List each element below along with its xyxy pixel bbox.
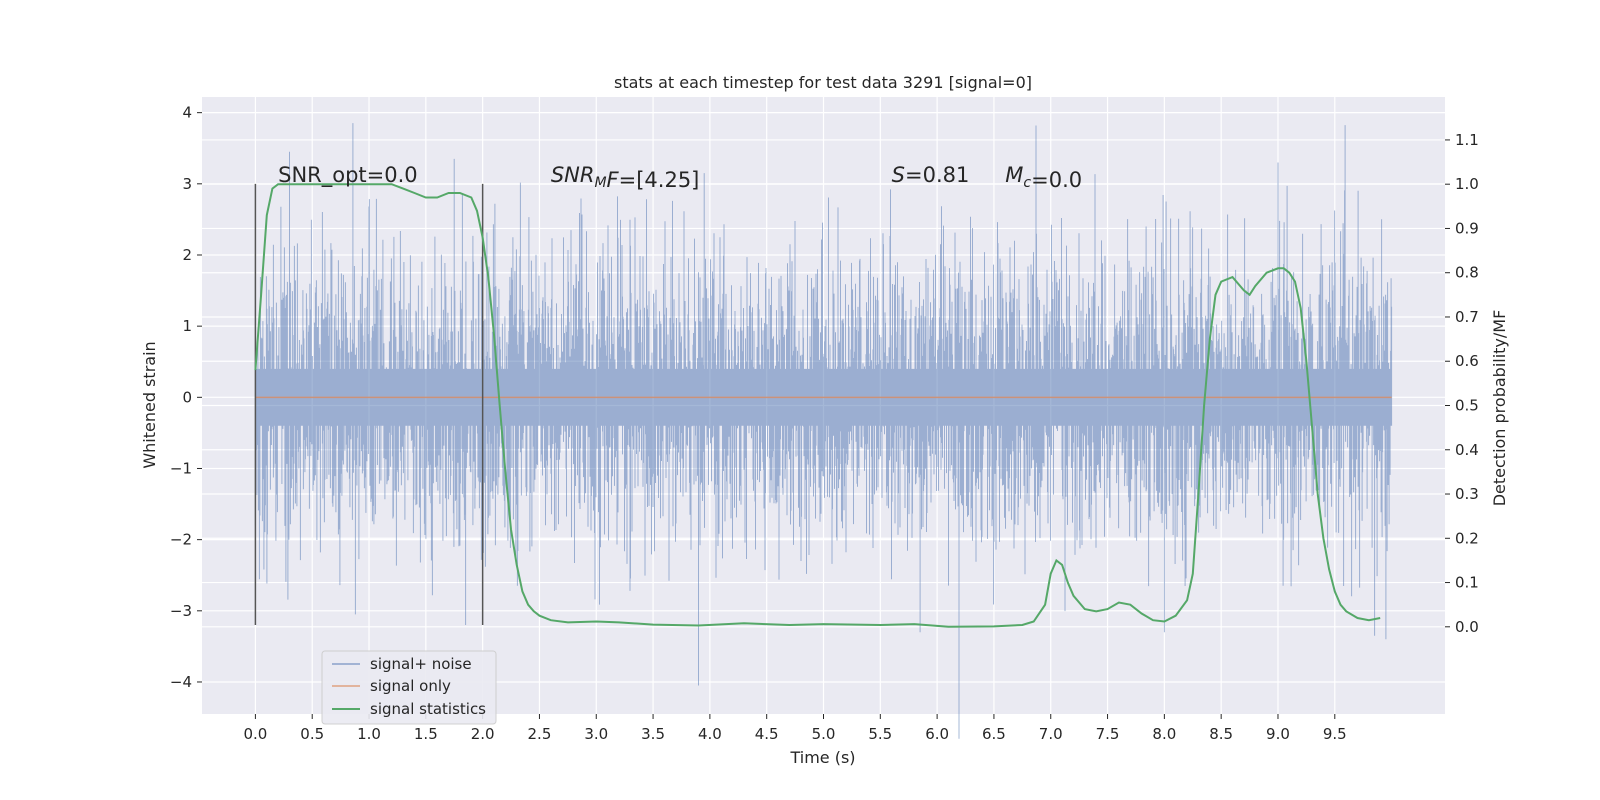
x-tick-label: 3.0 [584, 725, 608, 743]
x-tick-label: 7.0 [1039, 725, 1063, 743]
legend-label-stats: signal statistics [370, 700, 486, 718]
y2-axis-ticks: 0.0 0.1 0.2 0.3 0.4 0.5 0.6 0.7 0.8 0.9 1.0 1.1 [1445, 131, 1479, 636]
y2-tick-label: 0.9 [1455, 219, 1479, 237]
x-tick-label: 6.0 [925, 725, 949, 743]
x-axis-ticks: 0.0 0.5 1.0 1.5 2.0 2.5 3.0 3.5 4.0 4.5 5.0 5.5 6.0 6… [243, 714, 1347, 743]
legend-label-signal: signal only [370, 677, 451, 695]
x-axis-label: Time (s) [789, 748, 855, 767]
y-tick-label: −1 [170, 459, 192, 477]
y2-tick-label: 1.1 [1455, 131, 1479, 149]
chart-title: stats at each timestep for test data 329… [614, 73, 1032, 92]
x-tick-label: 3.5 [641, 725, 665, 743]
x-tick-label: 5.0 [812, 725, 836, 743]
legend-label-noise: signal+ noise [370, 655, 472, 673]
y-axis-label: Whitened strain [140, 341, 159, 468]
x-tick-label: 0.0 [243, 725, 267, 743]
x-tick-label: 7.5 [1096, 725, 1120, 743]
x-tick-label: 2.0 [471, 725, 495, 743]
x-tick-label: 1.5 [414, 725, 438, 743]
y-tick-label: −3 [170, 602, 192, 620]
y2-tick-label: 0.7 [1455, 308, 1479, 326]
y-tick-label: −2 [170, 531, 192, 549]
y2-tick-label: 0.2 [1455, 529, 1479, 547]
y-tick-label: 0 [182, 388, 192, 406]
y-tick-label: −4 [170, 673, 192, 691]
annotation-mc-stat: Mc=0.0 [1005, 163, 1082, 192]
y-tick-label: 1 [182, 317, 192, 335]
y2-tick-label: 0.8 [1455, 264, 1479, 282]
y-tick-label: 3 [182, 175, 192, 193]
x-tick-label: 6.5 [982, 725, 1006, 743]
x-tick-label: 8.0 [1152, 725, 1176, 743]
annotation-snr-mf: SNRMF=[4.25] [551, 163, 700, 192]
x-tick-label: 0.5 [300, 725, 324, 743]
y-tick-label: 2 [182, 246, 192, 264]
annotation-snr-opt: SNR_opt=0.0 [278, 163, 418, 188]
y-axis-ticks: −4 −3 −2 −1 0 1 2 3 4 [170, 104, 202, 691]
y-tick-label: 4 [182, 104, 192, 122]
y2-tick-label: 0.6 [1455, 352, 1479, 370]
y2-tick-label: 0.4 [1455, 441, 1479, 459]
x-tick-label: 2.5 [528, 725, 552, 743]
y2-tick-label: 0.1 [1455, 574, 1479, 592]
y2-axis-label: Detection probability/MF [1490, 310, 1509, 507]
x-tick-label: 8.5 [1209, 725, 1233, 743]
y2-tick-label: 0.3 [1455, 485, 1479, 503]
x-tick-label: 4.5 [755, 725, 779, 743]
x-tick-label: 9.5 [1323, 725, 1347, 743]
annotations: SNR_opt=0.0 SNRMF=[4.25] S=0.81 Mc=0.0 [278, 163, 1082, 192]
x-tick-label: 9.0 [1266, 725, 1290, 743]
annotation-s-stat: S=0.81 [892, 163, 970, 187]
signal-statistics-series [254, 183, 1381, 628]
y2-tick-label: 0.0 [1455, 618, 1479, 636]
x-tick-label: 1.0 [357, 725, 381, 743]
x-tick-label: 5.5 [868, 725, 892, 743]
legend: signal+ noise signal only signal statist… [321, 650, 497, 725]
y2-tick-label: 0.5 [1455, 397, 1479, 415]
legend-box [321, 650, 497, 725]
vertical-markers [254, 183, 484, 626]
x-tick-label: 4.0 [698, 725, 722, 743]
y2-tick-label: 1.0 [1455, 175, 1479, 193]
